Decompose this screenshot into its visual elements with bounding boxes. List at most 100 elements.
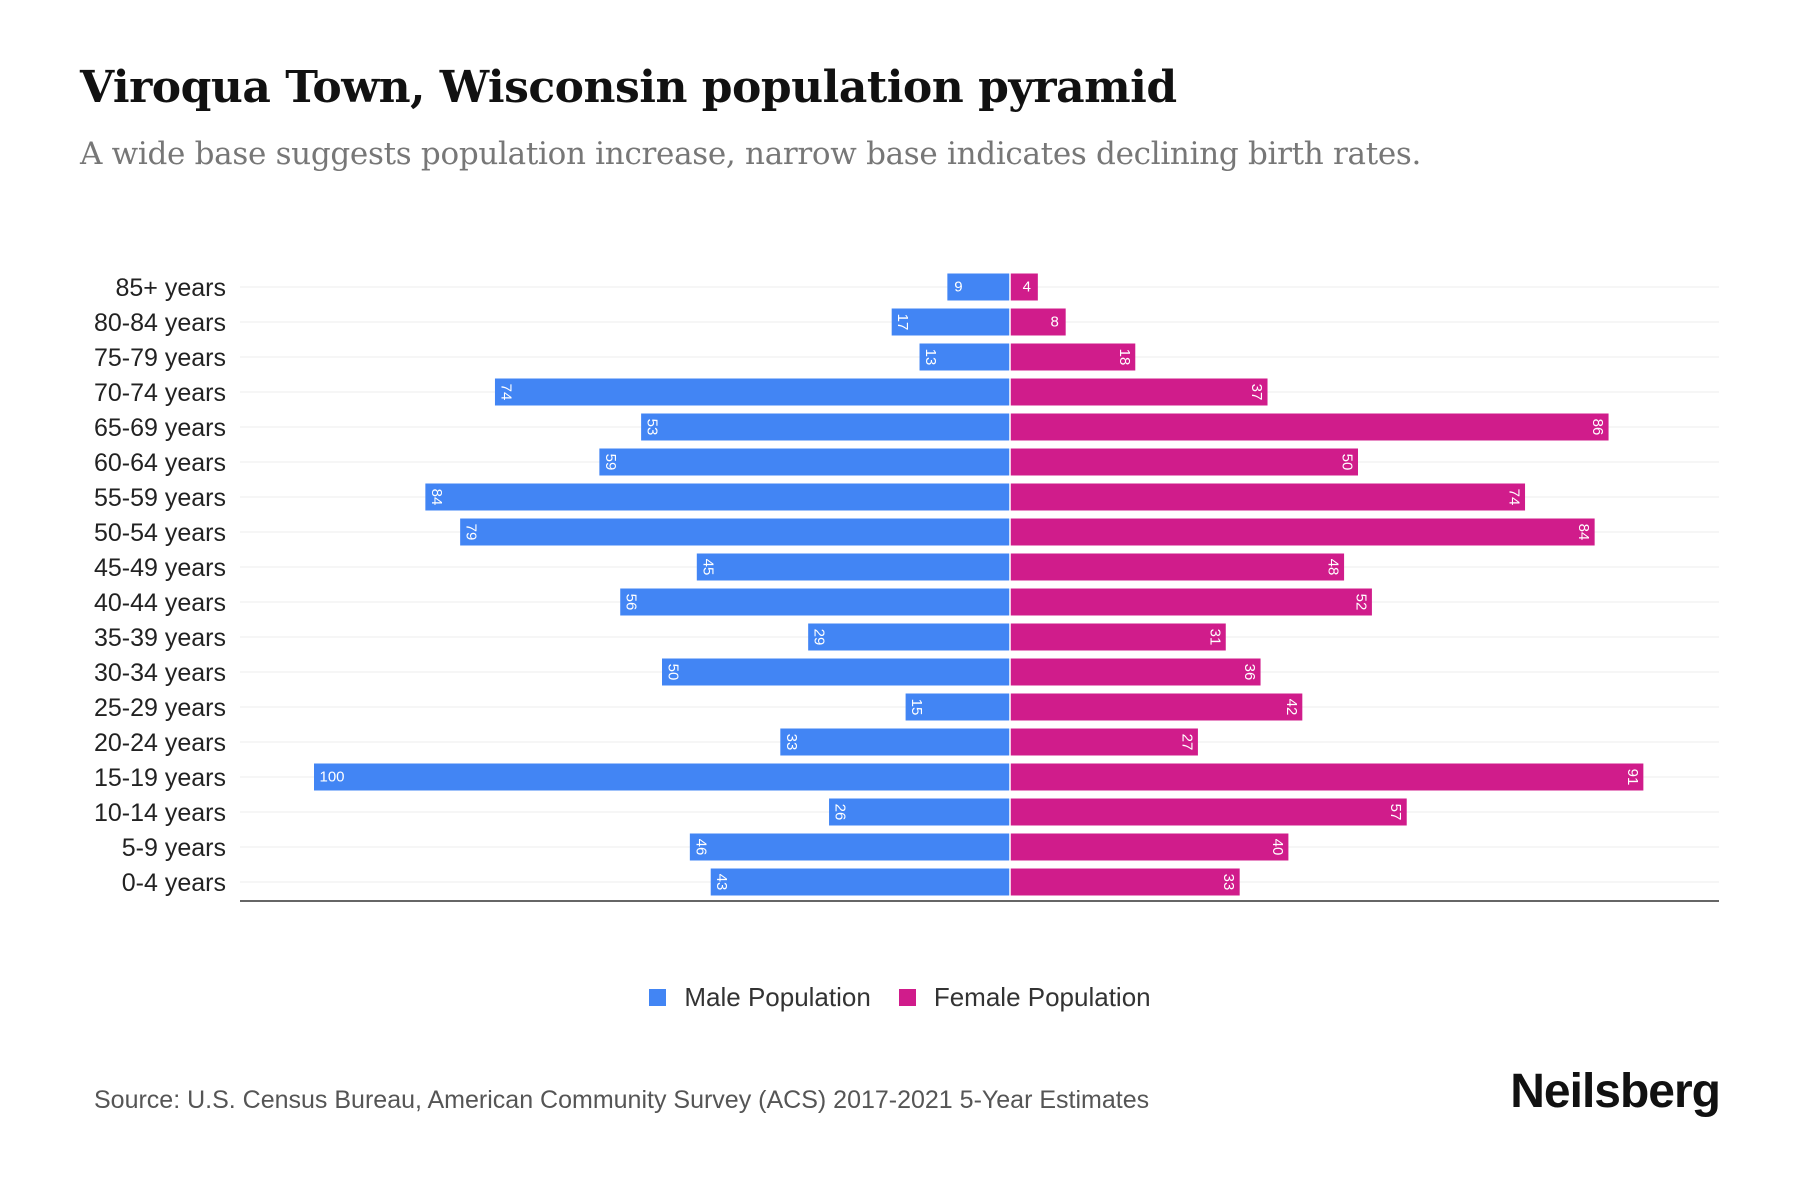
legend-label-male: Male Population [684,982,871,1012]
male-bar [905,693,1010,721]
female-bar [1010,658,1261,686]
legend-label-female: Female Population [933,982,1151,1012]
male-bar [662,658,1010,686]
category-label: 10-14 years [94,799,226,827]
bar-value-label: 43 [713,874,730,891]
category-label: 80-84 years [94,309,226,337]
male-bar [919,343,1010,371]
male-bar [460,518,1010,546]
bar-value-label: 74 [497,384,514,401]
category-label: 30-34 years [94,659,226,687]
bar-value-label: 15 [908,699,925,716]
bar-value-label: 53 [644,419,661,436]
bar-value-label: 33 [783,734,800,751]
bar-value-label: 56 [623,594,640,611]
category-label: 55-59 years [94,484,226,512]
bar-value-label: 31 [1206,629,1223,646]
bar-value-label: 36 [1241,664,1258,681]
pyramid-plot: 85+ years 9 4 80-84 years 17 8 75-79 years 13 18… [94,273,1719,902]
category-label: 5-9 years [122,834,226,862]
category-label: 75-79 years [94,344,226,372]
bar-value-label: 84 [428,489,445,506]
female-bar [1010,763,1644,791]
bar-value-label: 48 [1325,559,1342,576]
male-bar [620,588,1010,616]
legend-item-male[interactable]: Male Population [649,982,871,1013]
category-label: 15-19 years [94,764,226,792]
male-bar [689,833,1010,861]
bar-value-label: 100 [319,769,344,786]
male-bar [494,378,1011,406]
category-label: 70-74 years [94,379,226,407]
bar-value-label: 59 [602,454,619,471]
male-bar [829,798,1010,826]
male-bar [710,868,1010,896]
male-bar [891,308,1010,336]
female-bar [1010,273,1038,301]
female-bar [1010,448,1358,476]
chart-title: Viroqua Town, Wisconsin population pyram… [80,62,1177,113]
female-bar [1010,343,1136,371]
category-label: 85+ years [116,274,227,302]
category-label: 45-49 years [94,554,226,582]
legend: Male Population Female Population [0,982,1800,1013]
bar-value-label: 50 [665,664,682,681]
female-bar [1010,623,1226,651]
female-bar [1010,308,1066,336]
male-bar [425,483,1010,511]
female-bar [1010,868,1240,896]
male-bar [641,413,1010,441]
category-label: 60-64 years [94,449,226,477]
female-bar [1010,798,1407,826]
bar-value-label: 57 [1387,804,1404,821]
bar-value-label: 74 [1506,489,1523,506]
category-label: 65-69 years [94,414,226,442]
category-label: 25-29 years [94,694,226,722]
source-note: Source: U.S. Census Bureau, American Com… [94,1086,1150,1114]
bar-value-label: 33 [1220,874,1237,891]
male-bar [780,728,1010,756]
bar-value-label: 50 [1339,454,1356,471]
category-label: 0-4 years [122,869,226,897]
male-bar [808,623,1010,651]
male-bar [696,553,1010,581]
female-bar [1010,693,1303,721]
bar-value-label: 37 [1248,384,1265,401]
female-bar [1010,588,1372,616]
bar-value-label: 42 [1283,699,1300,716]
female-bar [1010,728,1198,756]
bar-value-label: 86 [1589,419,1606,436]
legend-swatch-male [649,988,667,1006]
legend-swatch-female [898,988,916,1006]
female-bar [1010,378,1268,406]
female-bar [1010,483,1526,511]
bar-value-label: 84 [1575,524,1592,541]
category-label: 20-24 years [94,729,226,757]
male-bar [947,273,1010,301]
bar-value-label: 13 [922,349,939,366]
legend-item-female[interactable]: Female Population [898,982,1151,1013]
bar-value-label: 45 [699,559,716,576]
female-bar [1010,413,1609,441]
bar-value-label: 4 [1023,279,1031,296]
bar-value-label: 18 [1116,349,1133,366]
bar-value-label: 46 [692,839,709,856]
category-label: 35-39 years [94,624,226,652]
bar-value-label: 17 [894,314,911,331]
male-bar [314,763,1010,791]
bar-value-label: 79 [463,524,480,541]
bar-value-label: 40 [1269,839,1286,856]
category-label: 40-44 years [94,589,226,617]
bar-value-label: 91 [1624,769,1641,786]
chart-subtitle: A wide base suggests population increase… [80,136,1422,172]
bar-value-label: 29 [811,629,828,646]
bar-value-label: 52 [1352,594,1369,611]
male-bar [599,448,1010,476]
category-label: 50-54 years [94,519,226,547]
bar-value-label: 9 [954,279,962,296]
bar-value-label: 26 [832,804,849,821]
female-bar [1010,833,1289,861]
female-bar [1010,553,1345,581]
bar-value-label: 27 [1178,734,1195,751]
